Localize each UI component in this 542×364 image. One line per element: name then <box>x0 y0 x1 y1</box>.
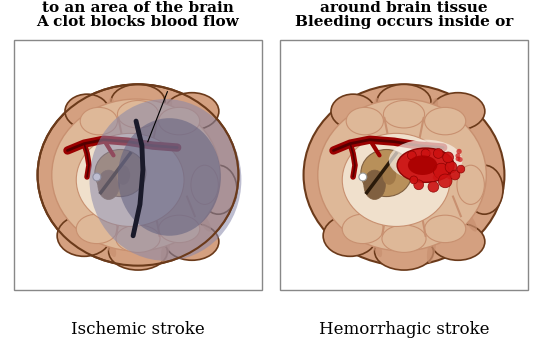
Ellipse shape <box>427 236 436 263</box>
Ellipse shape <box>57 215 111 256</box>
Circle shape <box>414 180 424 190</box>
Circle shape <box>408 151 416 160</box>
Ellipse shape <box>65 94 109 128</box>
Circle shape <box>411 179 415 183</box>
Circle shape <box>421 149 430 158</box>
Ellipse shape <box>116 225 160 252</box>
Ellipse shape <box>198 213 211 232</box>
Circle shape <box>450 170 460 180</box>
Ellipse shape <box>431 223 485 260</box>
Text: Ischemic stroke: Ischemic stroke <box>71 321 205 339</box>
Circle shape <box>443 152 454 163</box>
Ellipse shape <box>375 233 434 270</box>
Ellipse shape <box>383 165 396 185</box>
Text: to an area of the brain: to an area of the brain <box>42 1 234 15</box>
Ellipse shape <box>424 215 466 243</box>
Circle shape <box>456 157 460 161</box>
Circle shape <box>434 151 438 155</box>
Ellipse shape <box>76 214 118 244</box>
Text: Bleeding occurs inside or: Bleeding occurs inside or <box>295 15 513 29</box>
Ellipse shape <box>51 99 220 251</box>
Circle shape <box>428 151 431 155</box>
Ellipse shape <box>466 165 503 214</box>
FancyBboxPatch shape <box>14 40 262 290</box>
Ellipse shape <box>165 93 219 130</box>
Ellipse shape <box>342 214 383 244</box>
Ellipse shape <box>374 98 383 119</box>
Ellipse shape <box>331 94 375 128</box>
Ellipse shape <box>165 223 219 260</box>
Ellipse shape <box>382 225 426 252</box>
Ellipse shape <box>111 84 165 119</box>
Text: A clot blocks blood flow: A clot blocks blood flow <box>37 15 240 29</box>
Circle shape <box>457 165 464 173</box>
Ellipse shape <box>304 84 505 266</box>
Ellipse shape <box>389 140 462 181</box>
Ellipse shape <box>95 150 146 197</box>
Text: around brain tissue: around brain tissue <box>320 1 488 15</box>
Ellipse shape <box>159 107 200 135</box>
Ellipse shape <box>397 148 454 182</box>
Circle shape <box>93 173 101 181</box>
Circle shape <box>433 174 439 180</box>
Ellipse shape <box>108 233 167 270</box>
Ellipse shape <box>457 165 485 205</box>
Circle shape <box>434 163 449 179</box>
Circle shape <box>457 157 463 162</box>
Ellipse shape <box>342 133 450 226</box>
Ellipse shape <box>361 150 412 197</box>
Ellipse shape <box>105 234 116 257</box>
Ellipse shape <box>200 165 237 214</box>
Ellipse shape <box>383 100 424 128</box>
Circle shape <box>447 174 451 179</box>
Ellipse shape <box>371 234 382 257</box>
Ellipse shape <box>424 107 466 135</box>
Ellipse shape <box>429 98 438 119</box>
Circle shape <box>428 181 439 192</box>
Ellipse shape <box>346 107 383 135</box>
FancyBboxPatch shape <box>280 40 528 290</box>
Ellipse shape <box>117 165 130 185</box>
Ellipse shape <box>408 155 437 175</box>
Circle shape <box>445 161 457 173</box>
Circle shape <box>456 149 462 154</box>
Ellipse shape <box>118 118 221 236</box>
Ellipse shape <box>118 100 159 128</box>
Ellipse shape <box>364 170 385 199</box>
Ellipse shape <box>89 99 241 261</box>
Ellipse shape <box>377 84 431 119</box>
Circle shape <box>434 149 443 158</box>
Ellipse shape <box>98 170 119 199</box>
Ellipse shape <box>191 165 218 205</box>
Ellipse shape <box>159 215 200 243</box>
Ellipse shape <box>76 133 184 226</box>
Ellipse shape <box>431 93 485 130</box>
Ellipse shape <box>163 98 172 119</box>
Ellipse shape <box>318 99 486 251</box>
Ellipse shape <box>80 107 118 135</box>
Ellipse shape <box>37 84 238 266</box>
Ellipse shape <box>464 213 477 232</box>
Ellipse shape <box>161 236 170 263</box>
Circle shape <box>438 174 452 188</box>
Circle shape <box>455 153 460 158</box>
Text: Hemorrhagic stroke: Hemorrhagic stroke <box>319 321 489 339</box>
Circle shape <box>359 173 367 181</box>
Circle shape <box>410 176 418 184</box>
Ellipse shape <box>108 98 117 119</box>
Ellipse shape <box>323 215 377 256</box>
